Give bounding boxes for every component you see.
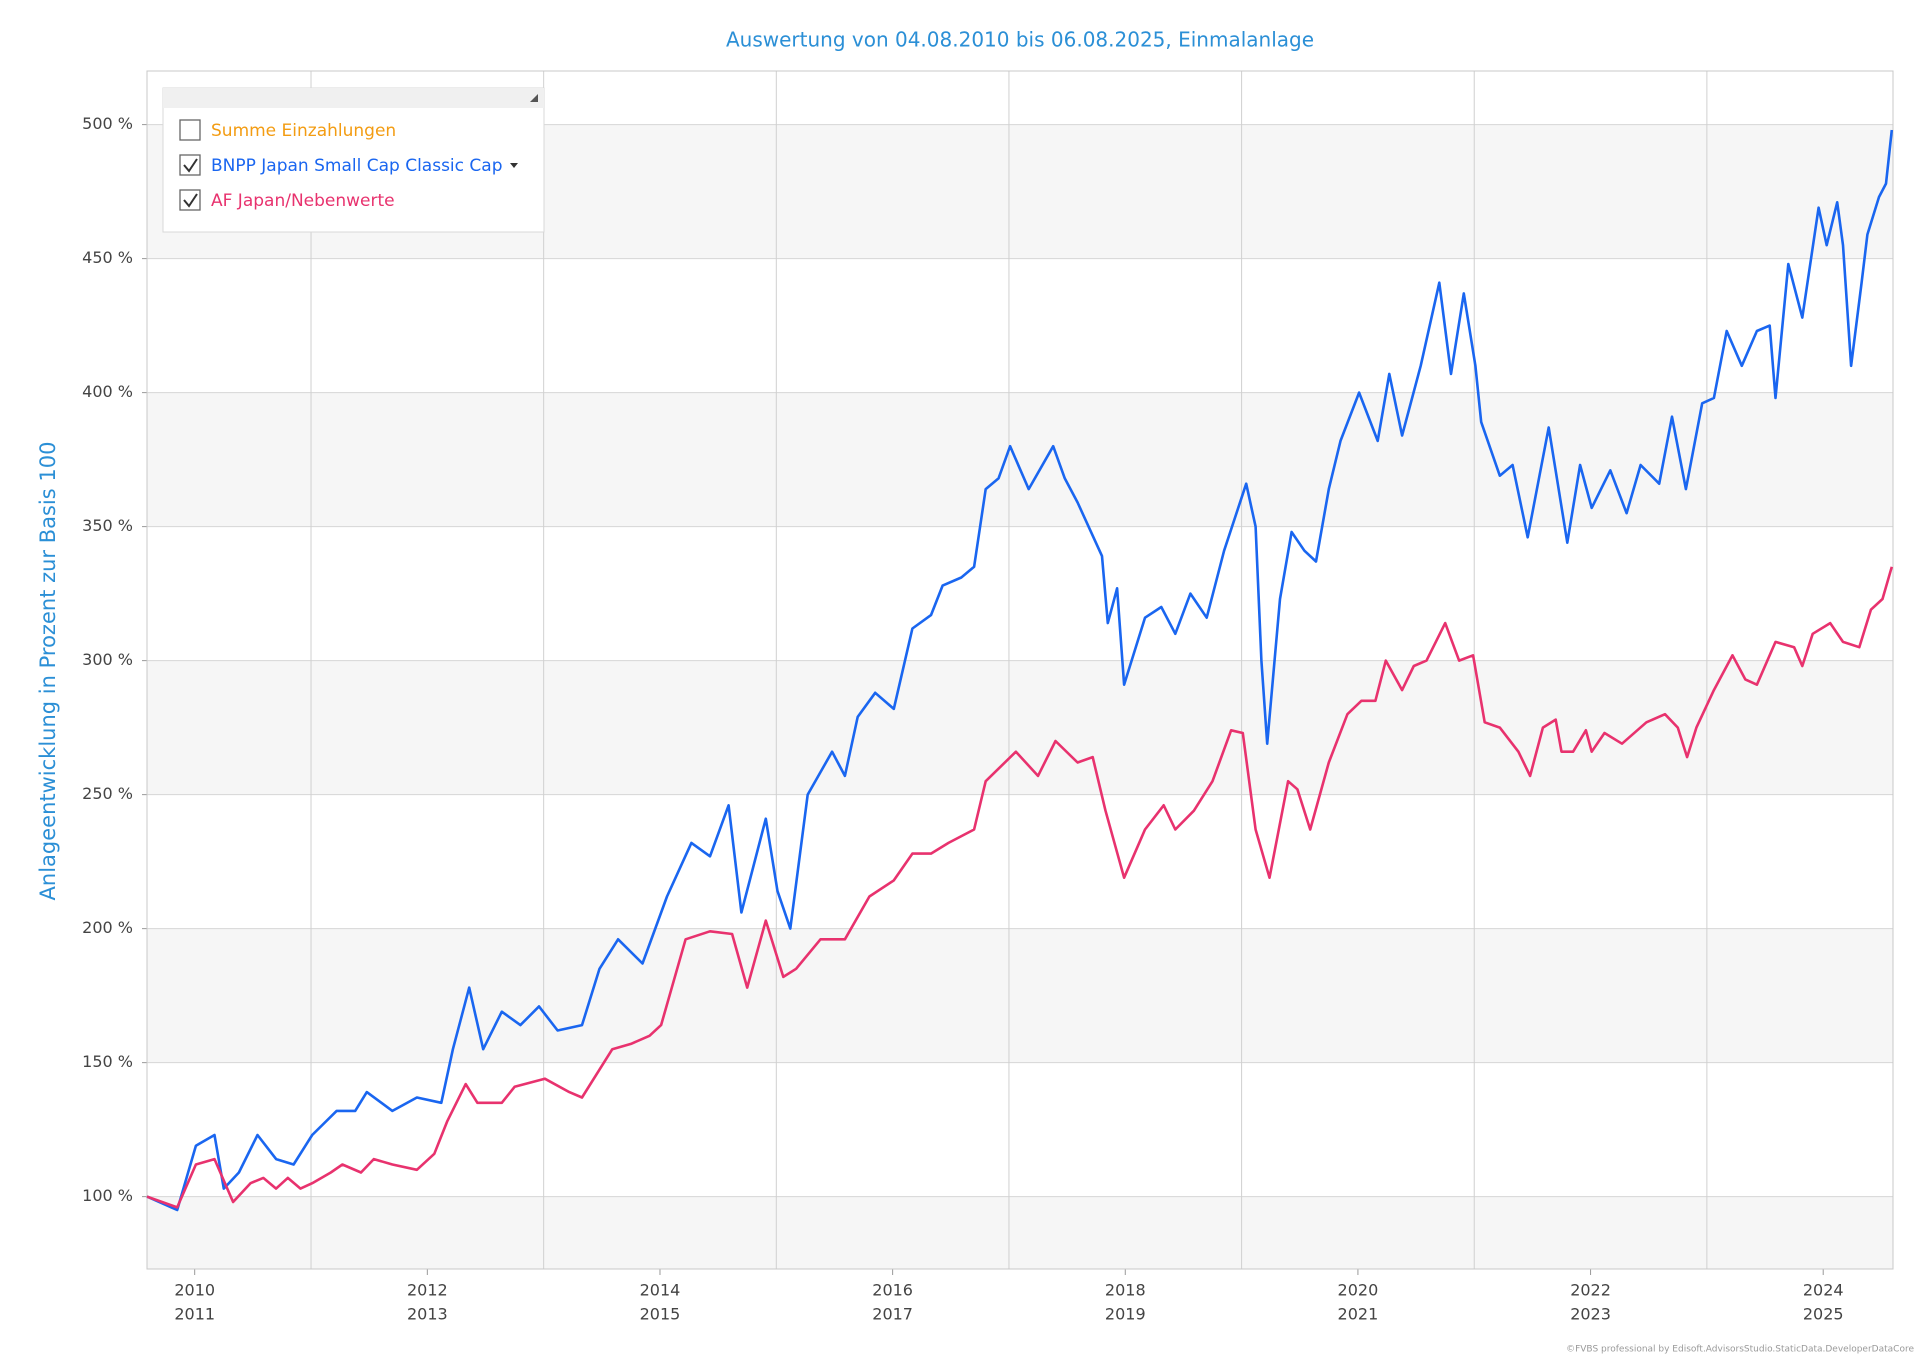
legend-item[interactable]: AF Japan/Nebenwerte bbox=[179, 189, 395, 211]
x-tick-label: 2013 bbox=[407, 1305, 448, 1324]
legend-header bbox=[163, 88, 544, 108]
series-line bbox=[146, 566, 1894, 1209]
legend-checkbox bbox=[179, 154, 201, 176]
y-tick-label: 450 % bbox=[82, 248, 133, 267]
legend-check bbox=[183, 158, 198, 173]
legend-checkbox bbox=[179, 189, 201, 211]
plot-border bbox=[146, 70, 1894, 1270]
x-tick-label: 2025 bbox=[1803, 1305, 1844, 1324]
legend-box bbox=[162, 87, 545, 233]
y-tick-label: 300 % bbox=[82, 650, 133, 669]
legend-label: BNPP Japan Small Cap Classic Cap bbox=[211, 156, 502, 176]
y-tick-label: 100 % bbox=[82, 1186, 133, 1205]
band bbox=[147, 928, 1893, 1063]
legend-label: AF Japan/Nebenwerte bbox=[211, 191, 395, 211]
x-tick-label: 2022 bbox=[1570, 1281, 1611, 1300]
band bbox=[147, 1196, 1893, 1269]
legend-check bbox=[183, 193, 198, 208]
x-tick-label: 2011 bbox=[174, 1305, 215, 1324]
y-tick-label: 500 % bbox=[82, 114, 133, 133]
y-tick-label: 400 % bbox=[82, 382, 133, 401]
x-tick-label: 2015 bbox=[640, 1305, 681, 1324]
x-tick-label: 2018 bbox=[1105, 1281, 1146, 1300]
legend-grip bbox=[530, 94, 538, 102]
x-tick-label: 2017 bbox=[872, 1305, 913, 1324]
x-tick-label: 2014 bbox=[640, 1281, 681, 1300]
x-tick-label: 2016 bbox=[872, 1281, 913, 1300]
x-tick-label: 2012 bbox=[407, 1281, 448, 1300]
y-tick-label: 200 % bbox=[82, 918, 133, 937]
legend-item[interactable]: BNPP Japan Small Cap Classic Cap bbox=[179, 154, 518, 176]
x-tick-label: 2020 bbox=[1338, 1281, 1379, 1300]
y-tick-label: 250 % bbox=[82, 784, 133, 803]
x-tick-label: 2019 bbox=[1105, 1305, 1146, 1324]
x-tick-label: 2023 bbox=[1570, 1305, 1611, 1324]
y-axis-title: Anlageentwicklung in Prozent zur Basis 1… bbox=[36, 442, 60, 901]
legend-dropdown bbox=[510, 163, 518, 168]
x-tick-label: 2021 bbox=[1338, 1305, 1379, 1324]
chart-title: Auswertung von 04.08.2010 bis 06.08.2025… bbox=[726, 28, 1314, 52]
x-tick-label: 2024 bbox=[1803, 1281, 1844, 1300]
legend-checkbox bbox=[179, 119, 201, 141]
legend-label: Summe Einzahlungen bbox=[211, 121, 396, 141]
series-line bbox=[146, 129, 1894, 1212]
band bbox=[147, 392, 1893, 527]
x-tick-label: 2010 bbox=[174, 1281, 215, 1300]
band bbox=[147, 660, 1893, 795]
y-tick-label: 150 % bbox=[82, 1052, 133, 1071]
footer: ©FVBS professional by Edisoft.AdvisorsSt… bbox=[1566, 1345, 1914, 1355]
legend-item[interactable]: Summe Einzahlungen bbox=[179, 119, 396, 141]
y-tick-label: 350 % bbox=[82, 516, 133, 535]
